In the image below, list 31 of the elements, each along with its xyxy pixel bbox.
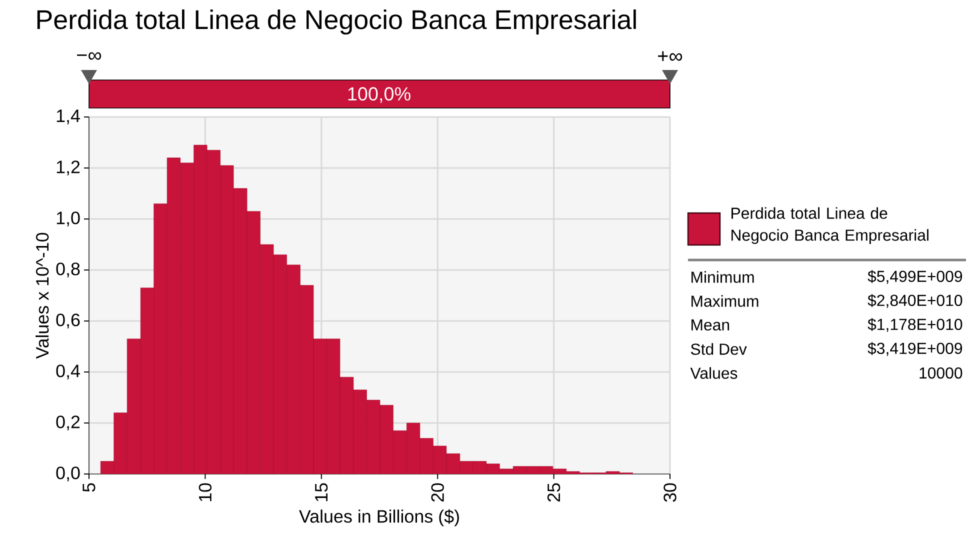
y-tick-label: 0,6 [56,314,80,328]
y-tick-label: 0,8 [56,262,80,278]
text: $5,499E+009 [868,270,962,284]
text: Maximum [692,295,758,307]
y-tick-label: 0,4 [56,364,80,380]
text: 10000 [920,367,962,379]
x-axis-title: Values in Billions ($) [299,509,459,526]
text: $2,840E+010 [868,294,962,308]
y-tick-label: 1,4 [56,110,80,124]
text: +∞ [658,51,682,61]
y-tick-label: 0,2 [56,416,80,430]
x-tick-label: 5 [82,483,96,492]
x-tick-label: 25 [547,483,560,502]
legend-label: Perdida total Linea de Negocio Banca Empresarial [732,207,928,244]
x-tick-label: 20 [431,483,444,502]
text: 100,0% [348,87,410,103]
y-tick-label: 1,0 [56,212,80,226]
x-tick-label: 15 [315,483,328,502]
text: Minimum [692,271,754,283]
y-tick-label: 1,2 [56,160,80,176]
text: Mean [692,319,730,331]
text: $3,419E+009 [868,342,962,356]
text: Std Dev [690,343,747,355]
text: −∞ [77,52,102,60]
y-tick-label: 0,0 [56,466,80,482]
text: $1,178E+010 [868,318,962,332]
y-axis-title: Values x 10^-10 [36,232,49,359]
chart-title: Perdida total Linea de Negocio Banca Empresarial [37,9,636,35]
text: Values [690,367,738,379]
x-tick-label: 30 [664,483,676,502]
x-tick-label: 10 [198,483,212,502]
